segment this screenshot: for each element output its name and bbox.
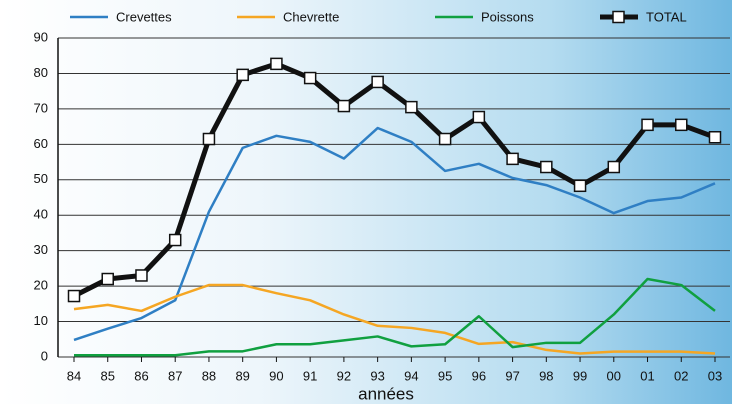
x-tick-label: 01	[640, 368, 654, 383]
y-tick-label: 90	[34, 29, 48, 44]
legend-label: Poissons	[481, 9, 534, 24]
y-tick-label: 60	[34, 136, 48, 151]
point-marker	[202, 132, 216, 146]
x-tick-label: 96	[472, 368, 486, 383]
point-marker	[337, 99, 351, 113]
point-marker	[135, 269, 148, 282]
legend-label: Crevettes	[116, 9, 172, 24]
x-tick-label: 99	[573, 368, 587, 383]
point-marker	[472, 110, 486, 124]
y-tick-label: 10	[34, 313, 48, 328]
x-tick-label: 03	[708, 368, 722, 383]
x-tick-label: 94	[404, 368, 418, 383]
point-marker	[506, 152, 519, 166]
point-marker	[607, 160, 621, 174]
x-tick-label: 89	[235, 368, 249, 383]
y-tick-label: 80	[34, 65, 48, 80]
x-tick-label: 93	[370, 368, 384, 383]
x-tick-label: 95	[438, 368, 452, 383]
legend-label: Chevrette	[283, 9, 339, 24]
point-marker	[708, 130, 722, 144]
x-tick-label: 88	[202, 368, 216, 383]
x-tick-label: 86	[134, 368, 148, 383]
point-marker	[67, 289, 81, 303]
x-axis-label: années	[358, 384, 414, 403]
x-tick-label: 87	[168, 368, 182, 383]
x-tick-label: 92	[337, 368, 351, 383]
x-tick-label: 00	[607, 368, 621, 383]
series-line	[73, 126, 716, 342]
x-tick-label: 84	[67, 368, 81, 383]
series-line	[73, 283, 716, 355]
x-tick-label: 91	[303, 368, 317, 383]
point-marker	[371, 75, 384, 89]
x-tick-label: 02	[674, 368, 688, 383]
point-marker	[540, 160, 553, 174]
x-tick-label: 90	[269, 368, 283, 383]
point-marker	[303, 71, 317, 85]
x-tick-label: 85	[101, 368, 115, 383]
y-tick-label: 30	[34, 242, 48, 257]
y-tick-label: 20	[34, 278, 48, 293]
x-tick-label: 98	[539, 368, 553, 383]
point-marker	[270, 57, 283, 71]
point-marker	[236, 68, 249, 82]
point-marker	[438, 132, 452, 146]
y-tick-label: 0	[41, 348, 48, 363]
legend-marker	[612, 10, 625, 24]
y-tick-label: 50	[34, 171, 48, 186]
series-line	[74, 277, 716, 357]
x-tick-label: 97	[505, 368, 519, 383]
point-marker	[573, 179, 587, 193]
point-marker	[641, 118, 654, 132]
point-marker	[675, 118, 688, 132]
y-tick-label: 70	[34, 100, 48, 115]
legend-label: TOTAL	[646, 9, 687, 24]
point-marker	[168, 233, 182, 247]
point-marker	[405, 100, 418, 114]
point-marker	[101, 272, 114, 286]
y-tick-label: 40	[34, 207, 48, 222]
